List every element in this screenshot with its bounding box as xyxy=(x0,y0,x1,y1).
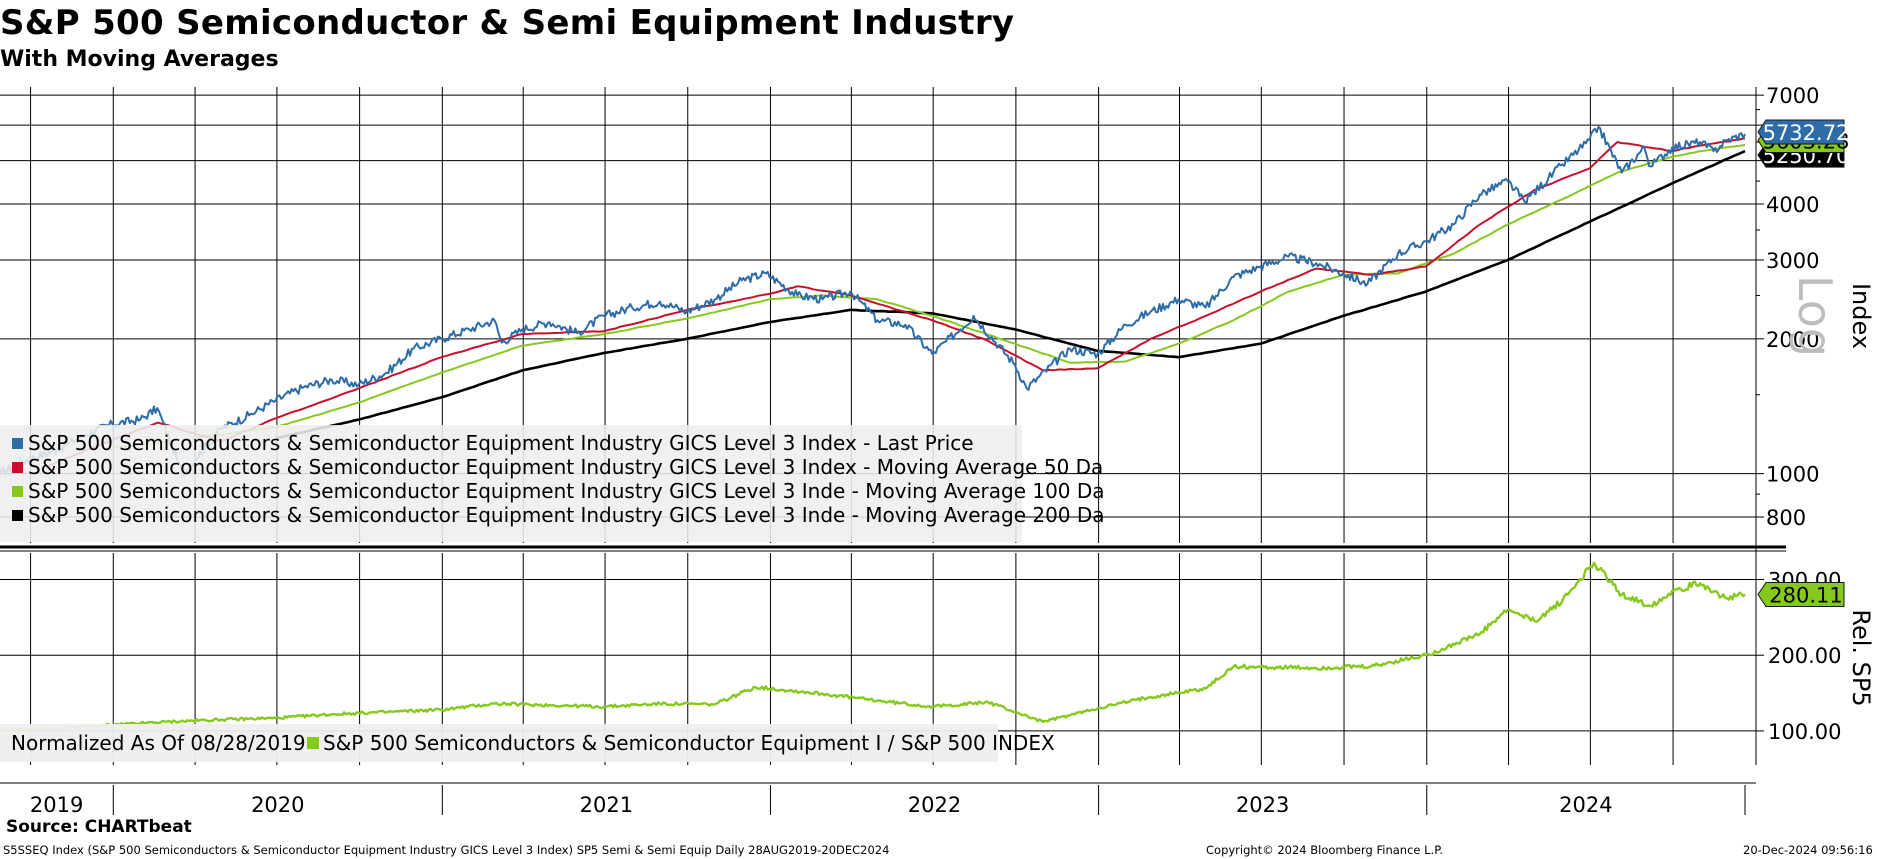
lower-legend-box xyxy=(0,724,998,762)
footer-left: S5SSEQ Index (S&P 500 Semiconductors & S… xyxy=(3,843,890,857)
tag-relative-shape xyxy=(1757,582,1845,608)
series-line-relative xyxy=(0,561,1746,733)
tag-price: 5732.72 xyxy=(1757,119,1850,145)
lower-ytick-label: 200.00 xyxy=(1768,644,1841,668)
axes-labels: 80010002000300040007000100.00200.00300.0… xyxy=(0,84,1875,817)
lower-series xyxy=(0,561,1746,733)
x-tick-label: 2022 xyxy=(908,793,961,817)
x-tick-label: 2020 xyxy=(251,793,304,817)
upper-ytick-label: 800 xyxy=(1766,506,1806,530)
tag-price-text: 5732.72 xyxy=(1763,121,1850,145)
chart-title: S&P 500 Semiconductor & Semi Equipment I… xyxy=(0,3,1015,43)
series-line-ma200 xyxy=(275,149,1746,440)
x-tick-label: 2024 xyxy=(1559,793,1612,817)
legend-label: S&P 500 Semiconductors & Semiconductor E… xyxy=(28,503,1105,527)
legend-label: S&P 500 Semiconductors & Semiconductor E… xyxy=(28,455,1103,479)
upper-ylabel: Index xyxy=(1847,283,1875,349)
legend-swatch xyxy=(12,462,23,473)
chart-subtitle: With Moving Averages xyxy=(0,47,279,72)
lower-ylabel: Rel. SP5 xyxy=(1847,609,1875,706)
series-line-price xyxy=(0,125,1746,477)
tag-relative: 280.11 xyxy=(1757,582,1845,608)
footer-right: 20-Dec-2024 09:56:16 xyxy=(1743,843,1873,857)
footer-center: Copyright© 2024 Bloomberg Finance L.P. xyxy=(1206,843,1443,857)
x-tick-label: 2021 xyxy=(580,793,633,817)
upper-series xyxy=(0,125,1746,477)
x-tick-label: 2019 xyxy=(30,793,83,817)
upper-ytick-label: 2000 xyxy=(1766,328,1819,352)
upper-legend-box xyxy=(0,425,1022,542)
legend-swatch xyxy=(307,737,319,749)
legend-label: S&P 500 Semiconductors & Semiconductor E… xyxy=(28,431,974,455)
tag-relative-text: 280.11 xyxy=(1769,584,1842,608)
x-tick-label: 2023 xyxy=(1236,793,1289,817)
series-line-ma50 xyxy=(42,137,1746,469)
legends: S&P 500 Semiconductors & Semiconductor E… xyxy=(0,425,1105,762)
lower-ytick-label: 100.00 xyxy=(1768,720,1841,744)
upper-ytick-label: 1000 xyxy=(1766,463,1819,487)
upper-ytick-label: 7000 xyxy=(1766,84,1819,108)
source-note: Source: CHARTbeat xyxy=(6,817,192,837)
legend-label: S&P 500 Semiconductors & Semiconductor E… xyxy=(323,731,1055,755)
lower-legend-note: Normalized As Of 08/28/2019 xyxy=(11,731,306,755)
upper-ytick-label: 3000 xyxy=(1766,249,1819,273)
legend-swatch xyxy=(12,438,23,449)
legend-swatch xyxy=(12,486,23,497)
series-line-ma100 xyxy=(112,143,1746,450)
legend-label: S&P 500 Semiconductors & Semiconductor E… xyxy=(28,479,1105,503)
tag-price-shape xyxy=(1757,119,1845,145)
log-watermark: Log xyxy=(1788,275,1842,357)
upper-ytick-label: 4000 xyxy=(1766,193,1819,217)
legend-swatch xyxy=(12,510,23,521)
